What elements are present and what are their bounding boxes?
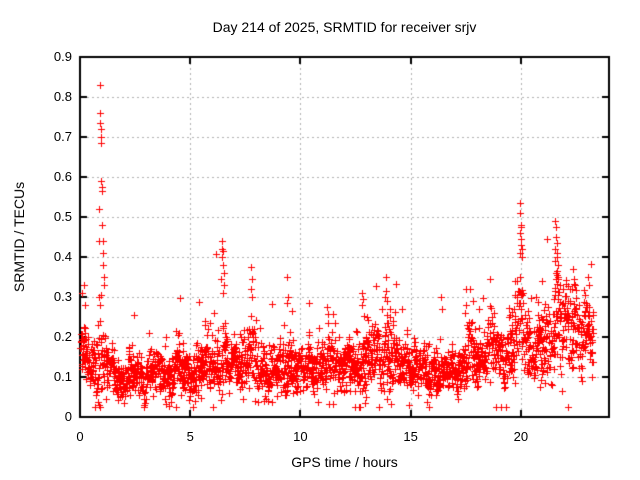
- chart-title: Day 214 of 2025, SRMTID for receiver srj…: [212, 19, 477, 35]
- y-axis-label-text: SRMTID / TECUs: [11, 181, 27, 293]
- x-axis-label: GPS time / hours: [291, 454, 398, 470]
